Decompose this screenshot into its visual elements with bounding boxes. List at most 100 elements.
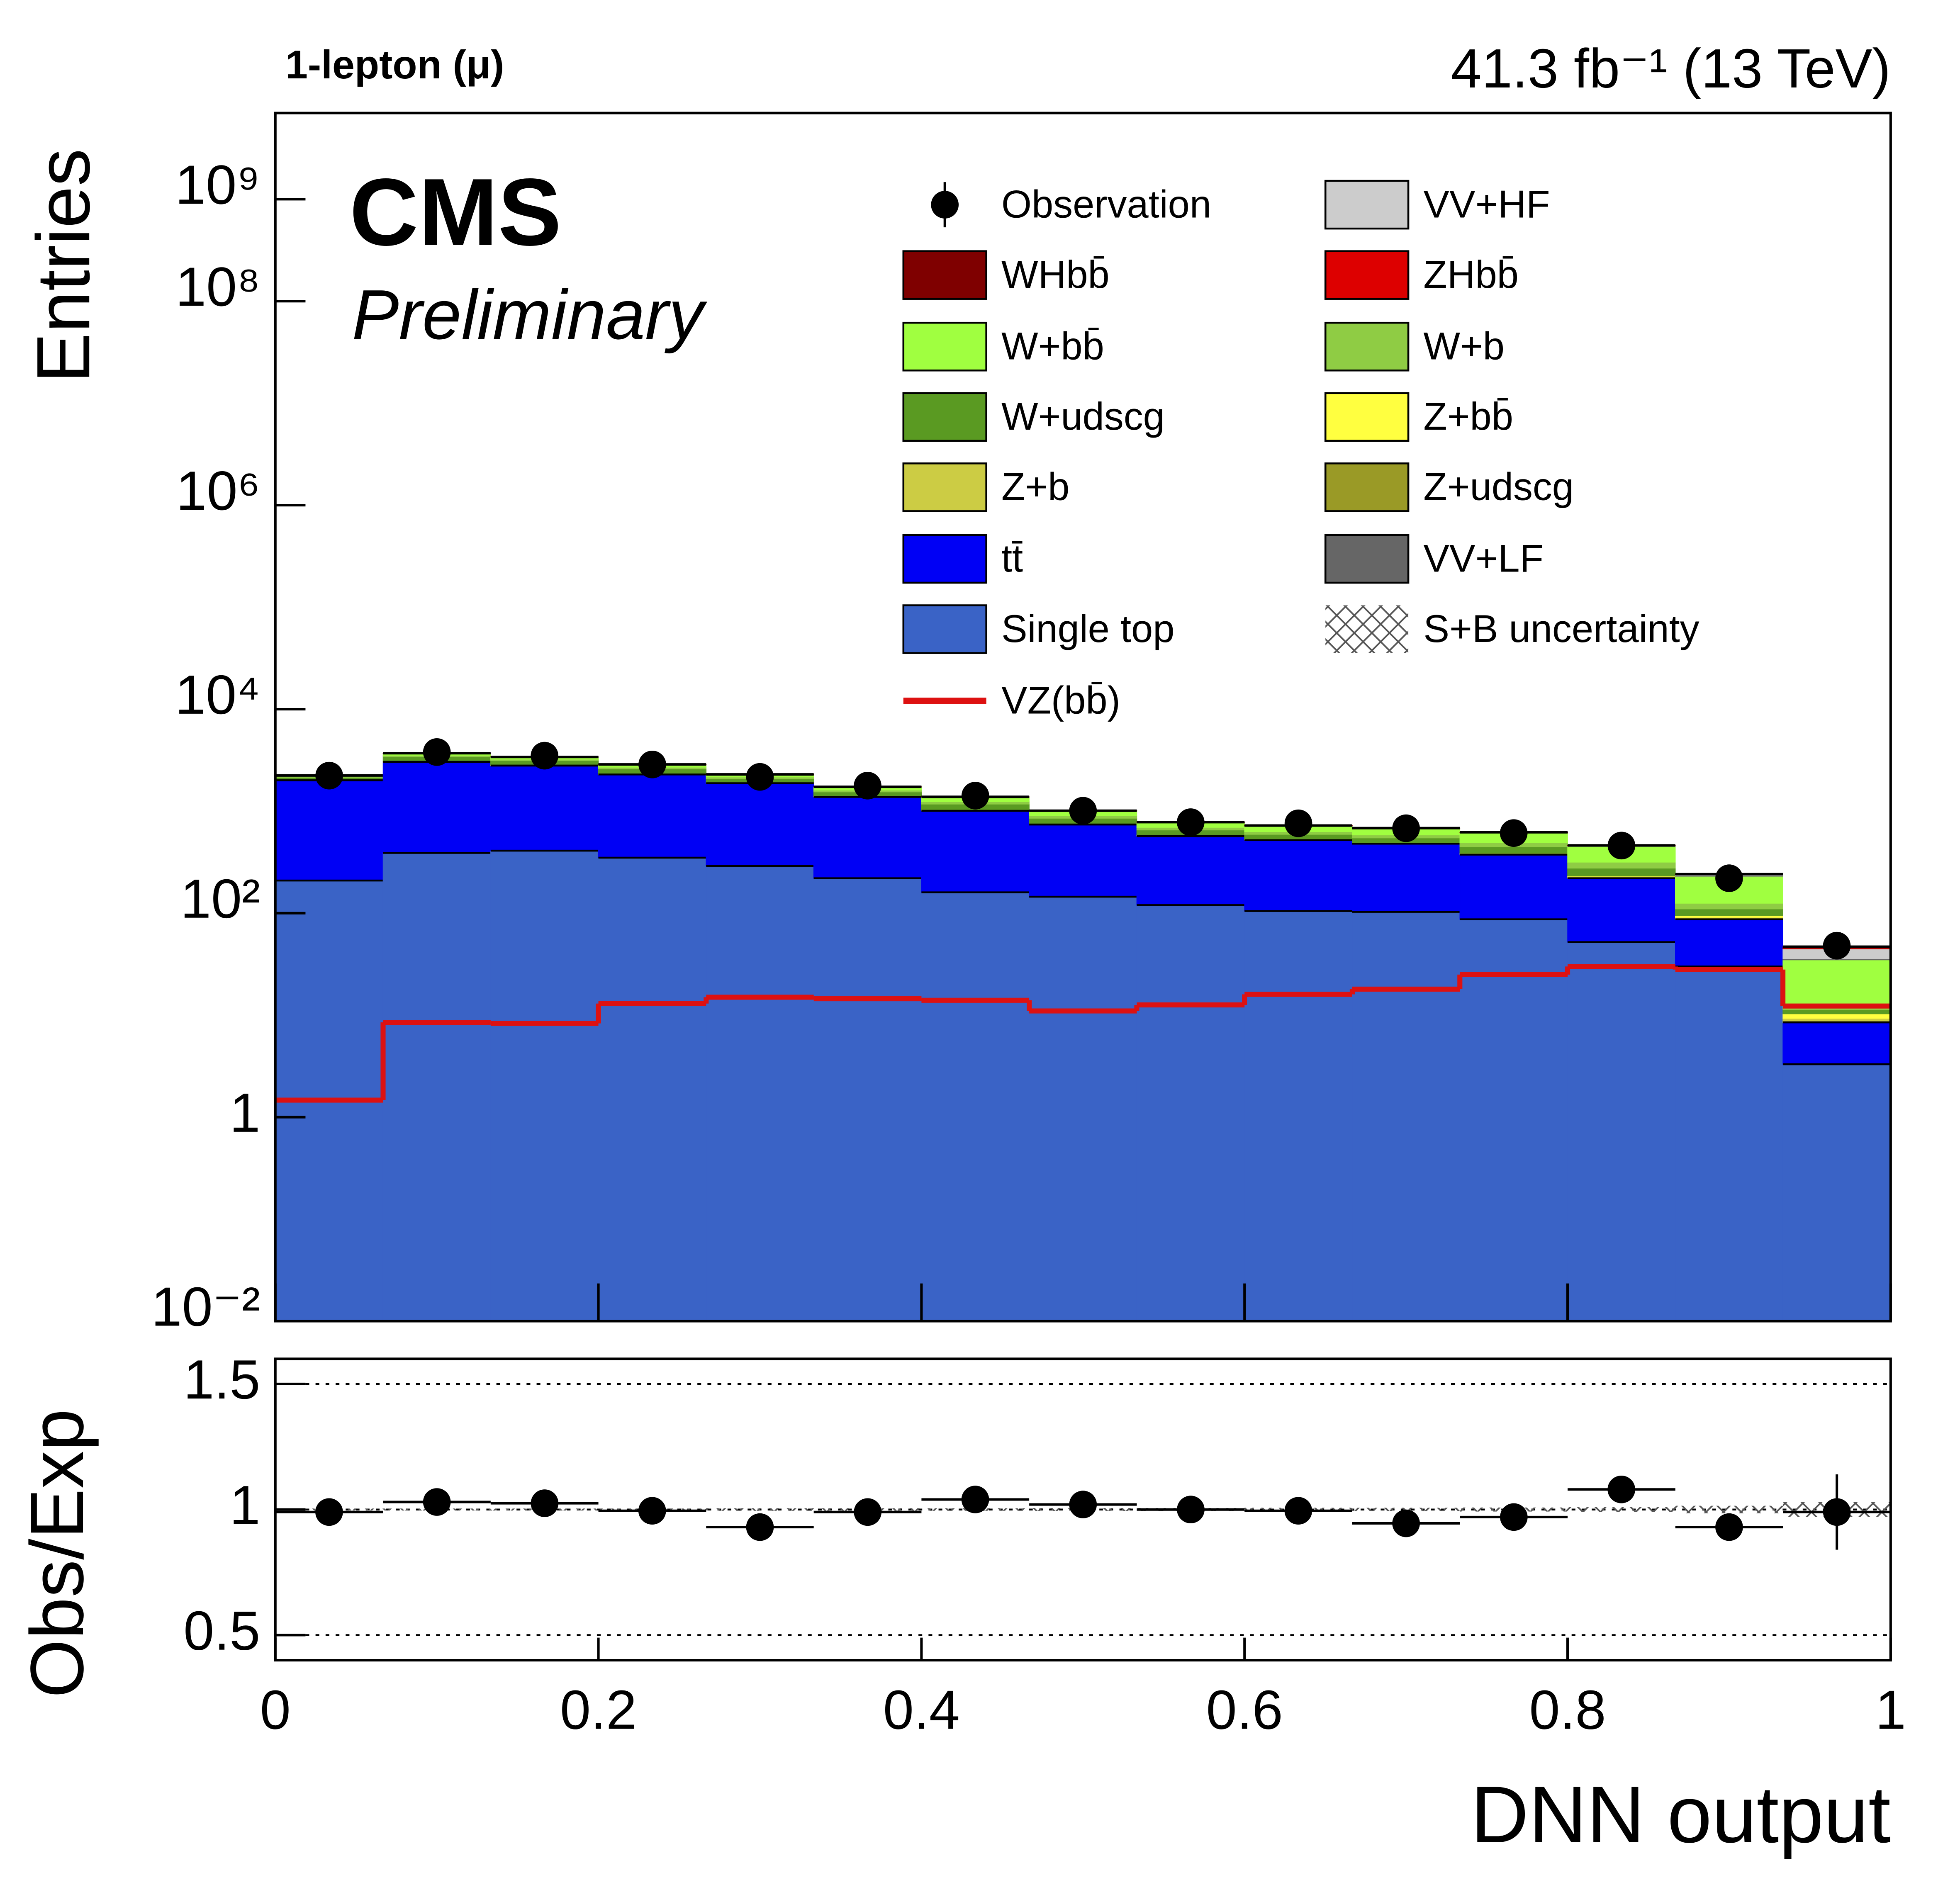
ratio-y-tick-label: 1 (229, 1474, 260, 1536)
observation-point (1284, 809, 1312, 837)
observation-point (1823, 931, 1851, 960)
y-tick-label: 10⁸ (175, 256, 260, 318)
ratio-y-tick-label: 0.5 (183, 1600, 260, 1662)
uncertainty-band (1352, 1508, 1460, 1511)
legend-label: Single top (1001, 607, 1174, 650)
ratio-point (746, 1513, 774, 1541)
observation-point (315, 761, 343, 790)
ratio-point (854, 1498, 882, 1526)
uncertainty-band (1568, 1507, 1675, 1512)
legend-label: WHbb̄ (1001, 253, 1110, 296)
y-tick-label: 1 (229, 1082, 260, 1144)
main-plot (275, 738, 1891, 1321)
status-label: Preliminary (352, 275, 707, 354)
observation-point (1177, 808, 1205, 836)
stack-bar (1567, 878, 1676, 943)
legend-swatch (902, 392, 987, 442)
stack-bar (490, 765, 599, 851)
legend-label: W+b (1423, 324, 1505, 368)
observation-point (423, 738, 451, 766)
legend-label: VV+HF (1423, 182, 1550, 226)
ratio-point (1500, 1503, 1528, 1531)
stack-bar (1352, 911, 1461, 1321)
stack-bar (1782, 1013, 1891, 1019)
stack-bar (1675, 919, 1783, 967)
x-tick-label: 0.8 (1529, 1679, 1606, 1741)
legend-label: VZ(bb̄) (1001, 679, 1120, 722)
stack-bar (598, 774, 707, 858)
channel-label: 1-lepton (μ) (285, 42, 504, 87)
stack-bar (813, 878, 922, 1321)
stack-bar (1782, 1018, 1891, 1021)
legend-swatch (1324, 250, 1410, 300)
legend-swatch (902, 250, 987, 300)
y-tick-label: 10⁻² (151, 1276, 261, 1338)
stack-bar (921, 810, 1030, 893)
stack-bar (813, 796, 922, 879)
observation-point (1607, 832, 1636, 860)
stack-bar (1675, 903, 1783, 910)
ratio-point (1607, 1475, 1636, 1503)
stack-bar (1244, 910, 1353, 1321)
legend: Observation WHbb̄ W+bb̄ W+udscg Z+b tt̄ Single… (902, 180, 1699, 722)
legend-swatch (1324, 462, 1410, 512)
legend-label: ZHbb̄ (1423, 253, 1519, 296)
legend-swatch (1324, 392, 1410, 442)
observation-point (531, 742, 559, 770)
legend-label: Observation (1001, 182, 1211, 226)
ratio-point (1069, 1491, 1097, 1518)
stack-bar (1675, 966, 1783, 1321)
legend-label: W+bb̄ (1001, 324, 1104, 368)
stack-bar (706, 866, 814, 1321)
stack-bar (1459, 854, 1568, 920)
y-tick-label: 10² (180, 868, 261, 930)
stack-bar (1136, 905, 1245, 1321)
legend-swatch (902, 462, 987, 512)
observation-point (1500, 819, 1528, 847)
stack-bar (382, 852, 491, 1321)
stack-bar (1029, 824, 1137, 897)
ratio-point (1715, 1513, 1743, 1541)
legend-swatch (902, 321, 987, 372)
y-axis-title: Entries (21, 148, 105, 383)
legend-label: Z+b (1001, 465, 1069, 508)
stack-bar (1459, 919, 1568, 1321)
ratio-point (1392, 1509, 1420, 1537)
uncertainty-band (706, 1508, 814, 1511)
x-tick-label: 0.6 (1206, 1679, 1283, 1741)
x-axis-title: DNN output (1471, 1770, 1890, 1860)
ratio-point (423, 1488, 451, 1516)
stack-bar (490, 850, 599, 1321)
ratio-point (638, 1497, 666, 1525)
y-tick-label: 10⁴ (175, 664, 260, 726)
experiment-label: CMS (349, 159, 561, 265)
stack-bar (275, 780, 384, 881)
ratio-point (1823, 1498, 1851, 1526)
y-tick-label: 10⁹ (175, 154, 260, 216)
stack-bar (1782, 959, 1891, 1005)
legend-swatch (1325, 605, 1409, 653)
stack-bar (598, 857, 707, 1321)
legend-label: Z+udscg (1423, 465, 1574, 508)
ratio-y-axis-title: Obs/Exp (15, 1409, 99, 1698)
legend-swatch (1324, 321, 1410, 372)
legend-swatch (902, 534, 987, 584)
legend-swatch (1324, 180, 1410, 230)
observation-point (854, 772, 881, 800)
legend-swatch (1324, 534, 1410, 584)
stack-bar (1244, 839, 1353, 912)
observation-point (1392, 814, 1420, 842)
legend-swatch (902, 604, 987, 654)
stack-bar (1782, 1009, 1891, 1014)
stack-bar (1352, 843, 1461, 912)
stack-bar (382, 761, 491, 854)
ratio-plot (275, 1383, 1891, 1636)
legend-label: VV+LF (1423, 536, 1544, 580)
legend-label: tt̄ (1001, 536, 1023, 580)
stack-bar (1782, 1064, 1891, 1321)
legend-label: S+B uncertainty (1423, 607, 1699, 650)
ratio-point (531, 1489, 559, 1517)
ratio-point (315, 1498, 343, 1526)
ratio-point (1177, 1496, 1205, 1524)
